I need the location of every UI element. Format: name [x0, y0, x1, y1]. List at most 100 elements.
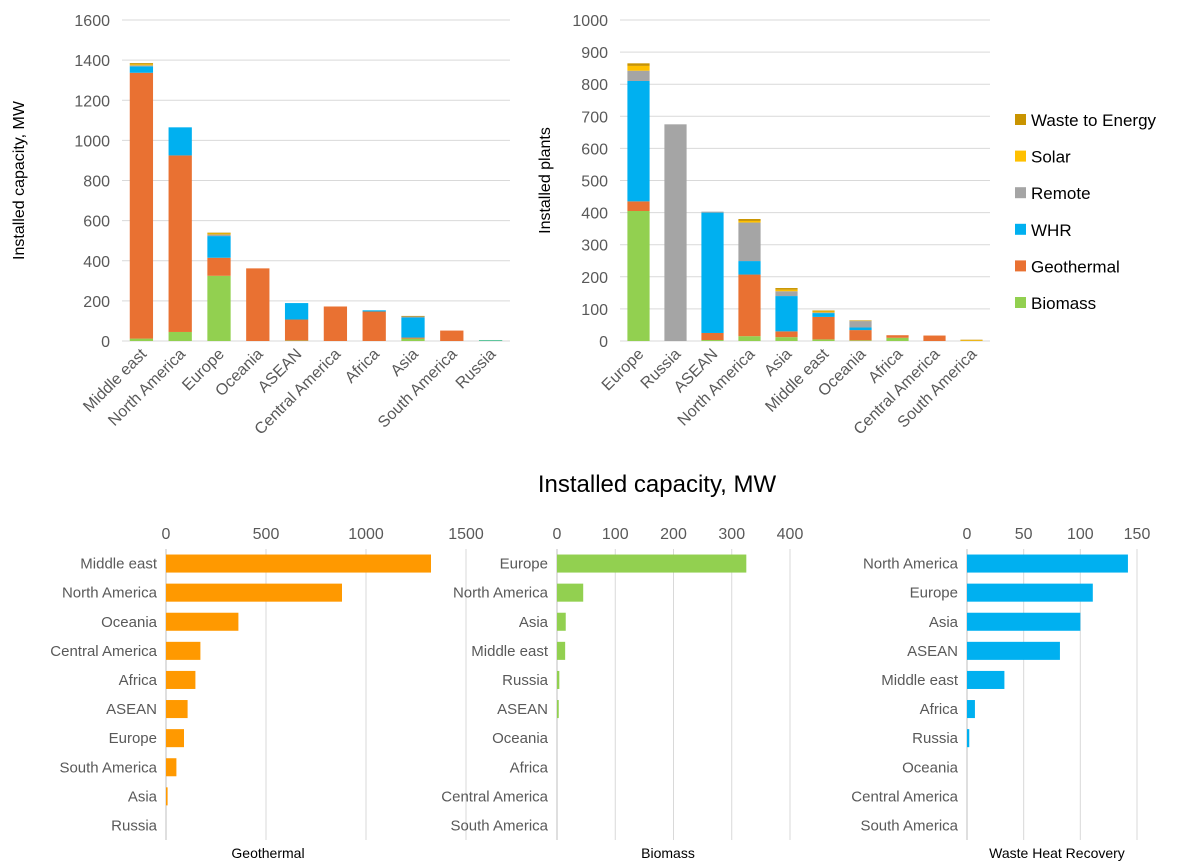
bar-segment-middle-east-whr	[129, 66, 154, 73]
category-label: Asia	[128, 788, 158, 805]
bar-segment-oceania-waste-to-energy	[849, 320, 872, 322]
bar-north-america	[557, 583, 584, 602]
bar-segment-oceania-remote	[849, 321, 872, 328]
bar-segment-middle-east-biomass	[812, 339, 835, 341]
category-label: Middle east	[471, 643, 549, 660]
bar-asean	[166, 700, 188, 719]
y-tick-label: 0	[599, 334, 608, 351]
biomass-bar-chart: 0 100 200 300 400 Europe North America Asia Midd…	[441, 526, 803, 861]
bar-europe	[557, 554, 747, 573]
x-tick-label: Africa	[342, 346, 383, 387]
bar-segment-europe-biomass	[207, 275, 231, 341]
category-label: Central America	[50, 643, 157, 660]
bar-europe	[967, 583, 1093, 602]
bar-segment-north-america-remote	[738, 222, 761, 262]
y-tick-label: 1200	[74, 93, 110, 110]
category-label: Central America	[441, 788, 548, 805]
category-label: Europe	[910, 585, 958, 602]
x-tick-label: Europe	[599, 346, 648, 395]
x-tick-label: 300	[718, 526, 745, 543]
bar-segment-oceania-geothermal	[246, 268, 270, 341]
bar-segment-central-america-geothermal	[923, 335, 946, 341]
y-tick-label: 200	[83, 294, 110, 311]
category-label: North America	[453, 585, 549, 602]
bar-segment-south-america-geothermal	[440, 330, 464, 341]
bar-segment-asia-geothermal	[775, 331, 798, 338]
bar-segment-asia-remote	[775, 291, 798, 297]
y-tick-label: 200	[581, 270, 608, 287]
bar-segment-europe-whr	[207, 236, 231, 258]
section-title: Installed capacity, MW	[538, 471, 777, 498]
legend-label-solar: Solar	[1031, 148, 1071, 167]
legend-label-whr: WHR	[1031, 221, 1072, 240]
bar-russia	[557, 670, 560, 689]
bar-segment-europe-geothermal	[627, 201, 650, 211]
y-tick-label: 1000	[572, 13, 608, 30]
bar-segment-north-america-geothermal	[168, 155, 192, 332]
category-label: Central America	[851, 788, 958, 805]
y-tick-label: 800	[581, 77, 608, 94]
category-label: South America	[860, 817, 958, 834]
bar-segment-asia-remote	[401, 316, 425, 318]
bar-segment-asean-remote	[701, 211, 724, 213]
x-tick-label: Russia	[453, 346, 500, 393]
category-label: Russia	[502, 672, 549, 689]
category-label: ASEAN	[497, 701, 548, 718]
bar-segment-asean-whr	[284, 303, 309, 320]
x-tick-label: 150	[1124, 526, 1151, 543]
bar-segment-middle-east-remote	[812, 312, 835, 314]
y-tick-label: 800	[83, 174, 110, 191]
legend-swatch-waste-to-energy	[1015, 114, 1026, 125]
bar-segment-north-america-biomass	[168, 331, 192, 341]
bar-segment-north-america-whr	[168, 127, 192, 156]
bar-asean	[557, 700, 559, 719]
bar-segment-oceania-whr	[849, 327, 872, 331]
bar-segment-asia-whr	[775, 296, 798, 332]
y-tick-label: 600	[83, 214, 110, 231]
legend-swatch-geothermal	[1015, 260, 1026, 272]
category-label: South America	[450, 817, 548, 834]
bar-segment-europe-solar	[207, 233, 231, 235]
bar-segment-north-america-whr	[738, 261, 761, 275]
bar-south-america	[166, 758, 177, 777]
x-tick-label: 0	[553, 526, 562, 543]
bar-segment-middle-east-geothermal	[812, 316, 835, 340]
x-tick-label: 1000	[348, 526, 384, 543]
bar-segment-asean-biomass	[701, 340, 724, 341]
legend-swatch-whr	[1015, 223, 1026, 235]
y-tick-label: 1600	[74, 13, 110, 30]
bar-segment-south-america-solar	[960, 340, 983, 341]
bar-russia	[967, 729, 970, 748]
y-axis-title: Installed capacity, MW	[11, 100, 28, 260]
legend-label-waste-to-energy: Waste to Energy	[1031, 111, 1157, 130]
bar-segment-north-america-biomass	[738, 336, 761, 341]
x-tick-label: Asia	[388, 346, 422, 380]
bar-middle-east	[166, 554, 431, 573]
category-label: Middle east	[881, 672, 959, 689]
legend-label-geothermal: Geothermal	[1031, 257, 1120, 276]
category-label: South America	[59, 759, 157, 776]
y-tick-label: 500	[581, 174, 608, 191]
bar-segment-europe-biomass	[627, 210, 650, 341]
category-label: North America	[62, 585, 158, 602]
category-label: Oceania	[902, 759, 959, 776]
bar-middle-east	[967, 670, 1005, 689]
x-tick-label: 0	[963, 526, 972, 543]
bar-segment-middle-east-solar	[812, 311, 835, 313]
legend-label-biomass: Biomass	[1031, 294, 1096, 313]
chart-title: Waste Heat Recovery	[989, 845, 1125, 861]
category-label: Oceania	[492, 730, 549, 747]
bar-segment-north-america-solar	[738, 220, 761, 223]
category-label: Africa	[510, 759, 549, 776]
category-label: Europe	[500, 556, 548, 573]
x-tick-label: 200	[660, 526, 687, 543]
bar-europe	[166, 729, 184, 748]
bar-segment-oceania-biomass	[849, 340, 872, 341]
bar-segment-asean-geothermal	[284, 319, 309, 341]
y-tick-label: 900	[581, 45, 608, 62]
category-label: North America	[863, 556, 959, 573]
bar-africa	[967, 700, 975, 719]
legend-swatch-remote	[1015, 187, 1026, 199]
bar-segment-europe-remote	[627, 70, 650, 81]
